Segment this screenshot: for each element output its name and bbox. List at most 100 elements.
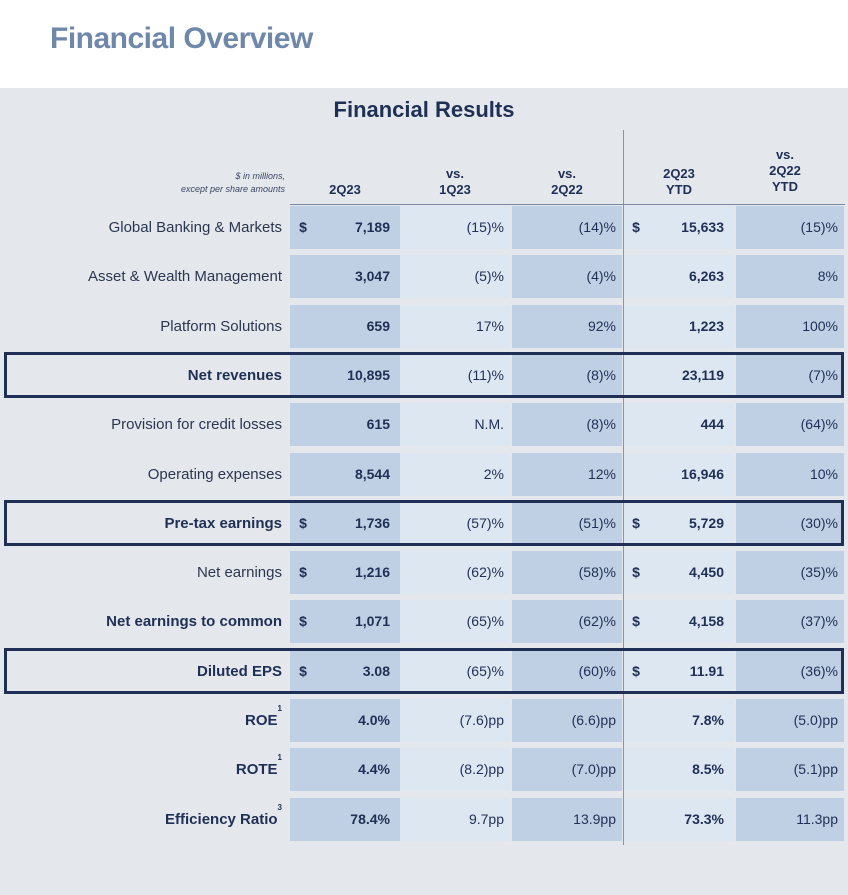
- value-vs-2q22: (6.6)pp: [512, 699, 622, 742]
- row-label: Net earnings to common: [0, 600, 284, 643]
- highlight-box: [4, 352, 844, 398]
- row-label-text: Asset & Wealth Management: [88, 268, 282, 285]
- value-2q23: 4.0%: [290, 699, 400, 742]
- row-label-text: Provision for credit losses: [111, 416, 282, 433]
- table-row: Net earnings 1,216 $ (62)% (58)% 4,450 $ (35)%: [0, 551, 848, 600]
- page-title: Financial Overview: [50, 22, 313, 55]
- footnote-marker: 1: [277, 704, 282, 713]
- value-vs-2q22-ytd: (5.1)pp: [736, 748, 844, 791]
- table-title: Financial Results: [0, 97, 848, 123]
- row-label: Provision for credit losses: [0, 403, 284, 446]
- table-row: Global Banking & Markets 7,189 $ (15)% (14)%…: [0, 206, 848, 255]
- value-vs-2q22: 12%: [512, 453, 622, 496]
- currency-symbol-2q23: $: [299, 515, 307, 531]
- value-2q23-ytd: 5,729: [624, 502, 734, 545]
- value-vs-2q22: (58)%: [512, 551, 622, 594]
- row-label-text: ROE: [245, 712, 278, 729]
- value-vs-2q22: (62)%: [512, 600, 622, 643]
- value-2q23: 659: [290, 305, 400, 348]
- value-vs-1q23: (65)%: [400, 600, 510, 643]
- row-label-text: Efficiency Ratio: [165, 811, 278, 828]
- table-row: Efficiency Ratio3 78.4% 9.7pp 13.9pp 73.3% 11…: [0, 798, 848, 847]
- units-note-line2: except per share amounts: [180, 184, 285, 194]
- value-vs-1q23: 17%: [400, 305, 510, 348]
- value-vs-1q23: (62)%: [400, 551, 510, 594]
- table-row: Pre-tax earnings 1,736 $ (57)% (51)% 5,729 $ (3…: [0, 502, 848, 551]
- header-2q23: 2Q23: [300, 182, 390, 198]
- header-2q23-ytd-line2: YTD: [666, 182, 692, 197]
- row-label: Asset & Wealth Management: [0, 255, 284, 298]
- value-vs-2q22: (60)%: [512, 650, 622, 693]
- table-row: Provision for credit losses 615 N.M. (8)% 44…: [0, 403, 848, 452]
- row-label-text: Net earnings: [196, 564, 282, 581]
- value-2q23-ytd: 73.3%: [624, 798, 734, 841]
- value-2q23: 615: [290, 403, 400, 446]
- header-2q23-label: 2Q23: [329, 182, 361, 197]
- value-2q23: 1,216: [290, 551, 400, 594]
- value-vs-1q23: (57)%: [400, 502, 510, 545]
- value-2q23: 4.4%: [290, 748, 400, 791]
- header-2q23-ytd-line1: 2Q23: [663, 166, 695, 181]
- currency-symbol-ytd: [624, 453, 648, 496]
- currency-symbol-2q23: [290, 748, 316, 791]
- value-vs-2q22: (7.0)pp: [512, 748, 622, 791]
- value-2q23: 1,736: [290, 502, 400, 545]
- currency-symbol-ytd: $: [632, 219, 640, 235]
- row-label: Global Banking & Markets: [0, 206, 284, 249]
- value-vs-2q22: (8)%: [512, 354, 622, 397]
- currency-symbol-ytd: $: [632, 564, 640, 580]
- units-note: $ in millions, except per share amounts: [181, 170, 285, 196]
- value-2q23-ytd: 6,263: [624, 255, 734, 298]
- row-label: Pre-tax earnings: [0, 502, 284, 545]
- value-2q23-ytd: 23,119: [624, 354, 734, 397]
- value-2q23-ytd: 8.5%: [624, 748, 734, 791]
- highlight-box: [4, 648, 844, 694]
- row-label: ROE1: [0, 699, 284, 742]
- header-vs-2q22-ytd-line1: vs.: [775, 147, 795, 162]
- value-vs-2q22-ytd: 8%: [736, 255, 844, 298]
- table-row: Net revenues 10,895 (11)% (8)% 23,119 (7)%: [0, 354, 848, 403]
- row-label-text: Net revenues: [187, 367, 282, 384]
- header-vs-2q22-ytd: vs. 2Q22 YTD: [740, 147, 830, 195]
- header-2q23-ytd: 2Q23 YTD: [634, 166, 724, 198]
- table-row: Net earnings to common 1,071 $ (65)% (62)% 4,…: [0, 600, 848, 649]
- value-2q23-ytd: 16,946: [624, 453, 734, 496]
- currency-symbol-ytd: $: [632, 515, 640, 531]
- currency-symbol-ytd: [624, 748, 648, 791]
- value-2q23: 1,071: [290, 600, 400, 643]
- row-label: Diluted EPS: [0, 650, 284, 693]
- value-vs-1q23: (11)%: [400, 354, 510, 397]
- currency-symbol-2q23: [290, 255, 316, 298]
- row-label: Operating expenses: [0, 453, 284, 496]
- table-row: Platform Solutions 659 17% 92% 1,223 100%: [0, 305, 848, 354]
- header-vs-2q22: vs. 2Q22: [522, 166, 612, 198]
- value-vs-1q23: (8.2)pp: [400, 748, 510, 791]
- value-2q23-ytd: 4,450: [624, 551, 734, 594]
- currency-symbol-ytd: [624, 403, 648, 446]
- row-label: Efficiency Ratio3: [0, 798, 284, 841]
- row-label-text: Platform Solutions: [160, 318, 282, 335]
- currency-symbol-ytd: [624, 305, 648, 348]
- table-row: ROE1 4.0% (7.6)pp (6.6)pp 7.8% (5.0)pp: [0, 699, 848, 748]
- value-vs-2q22-ytd: (5.0)pp: [736, 699, 844, 742]
- currency-symbol-ytd: [624, 699, 648, 742]
- value-vs-2q22-ytd: (15)%: [736, 206, 844, 249]
- value-vs-1q23: 9.7pp: [400, 798, 510, 841]
- currency-symbol-ytd: [624, 255, 648, 298]
- header-vs-1q23-line1: vs.: [445, 166, 465, 181]
- table-row: Diluted EPS 3.08 $ (65)% (60)% 11.91 $ (36)%: [0, 650, 848, 699]
- value-vs-1q23: (15)%: [400, 206, 510, 249]
- currency-symbol-ytd: $: [632, 663, 640, 679]
- highlight-box: [4, 500, 844, 546]
- value-vs-2q22-ytd: 100%: [736, 305, 844, 348]
- currency-symbol-2q23: [290, 305, 316, 348]
- value-vs-2q22-ytd: (36)%: [736, 650, 844, 693]
- value-vs-2q22-ytd: (37)%: [736, 600, 844, 643]
- value-vs-2q22-ytd: (64)%: [736, 403, 844, 446]
- value-2q23-ytd: 1,223: [624, 305, 734, 348]
- row-label: Net earnings: [0, 551, 284, 594]
- row-label-text: Operating expenses: [147, 466, 282, 483]
- currency-symbol-2q23: [290, 798, 316, 841]
- value-vs-2q22: 92%: [512, 305, 622, 348]
- table-row: ROTE1 4.4% (8.2)pp (7.0)pp 8.5% (5.1)pp: [0, 748, 848, 797]
